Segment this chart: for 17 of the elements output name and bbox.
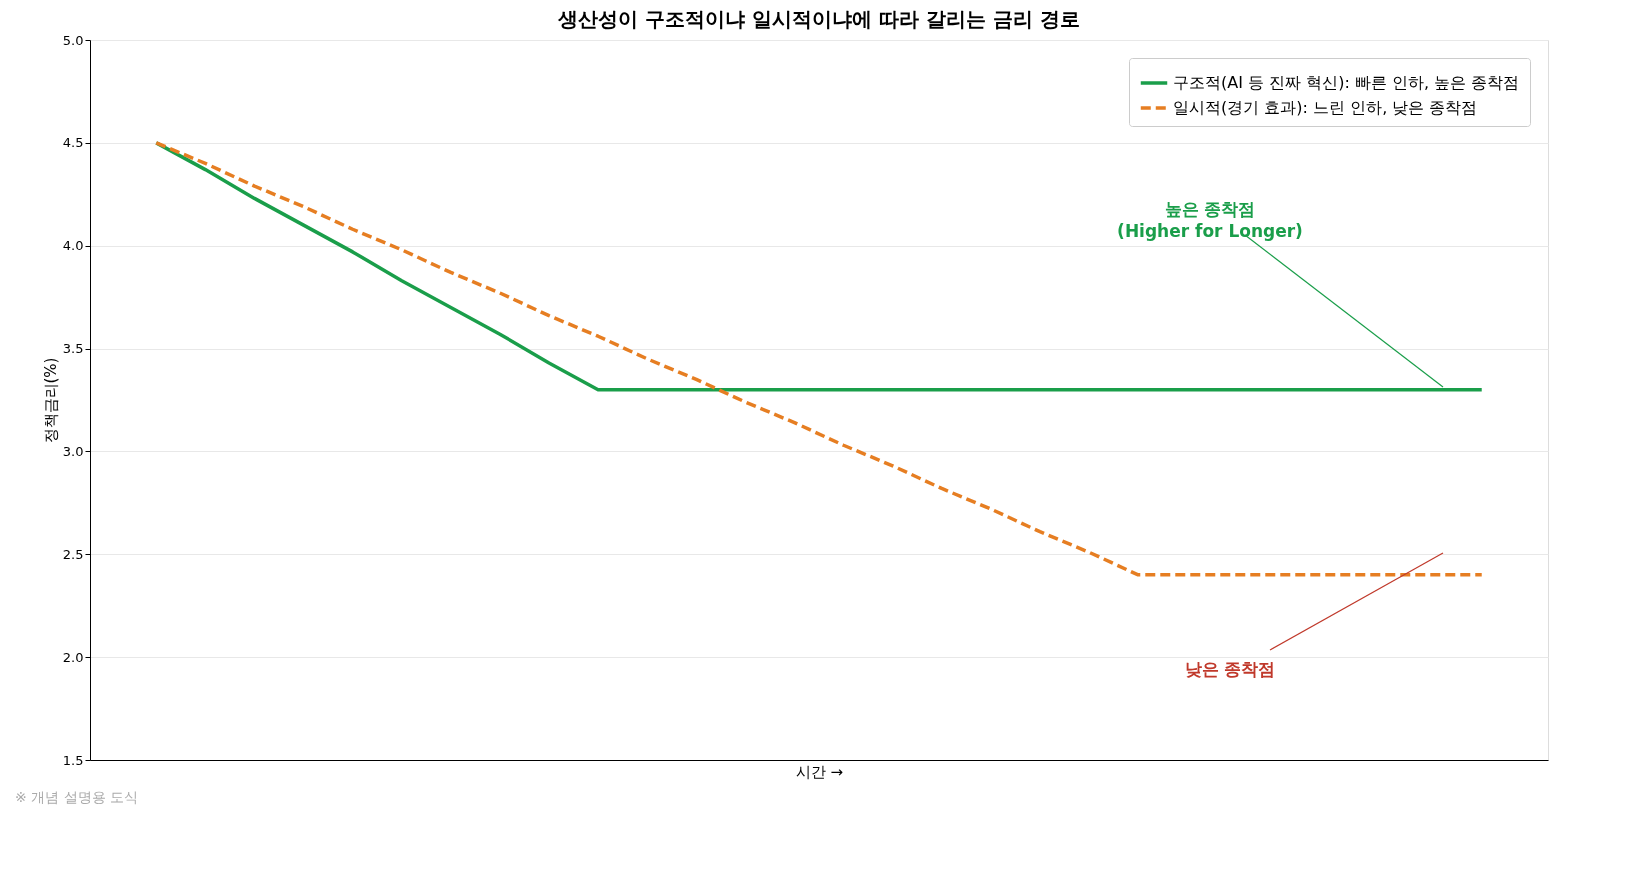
y-tick-label: 3.0 bbox=[62, 443, 84, 459]
annotation: 높은 종착점 (Higher for Longer) bbox=[1117, 199, 1303, 241]
line-series bbox=[154, 141, 1484, 577]
y-tick-label: 4.5 bbox=[62, 135, 84, 151]
y-tick-label: 2.0 bbox=[62, 649, 84, 665]
y-axis-title: 정책금리(%) bbox=[41, 357, 60, 444]
y-tick-label: 5.0 bbox=[62, 32, 84, 48]
text: ※ 개념 설명용 도식 bbox=[15, 789, 139, 805]
y-tick-label: 2.5 bbox=[62, 546, 84, 562]
legend-label: 구조적(AI 등 진짜 혁신): 빠른 인하, 높은 종착점 bbox=[1173, 73, 1520, 92]
y-tick-label: 3.5 bbox=[62, 341, 84, 357]
y-tick-label: 1.5 bbox=[62, 752, 84, 768]
legend-label: 일시적(경기 효과): 느린 인하, 낮은 종착점 bbox=[1173, 98, 1478, 117]
annotation: 낮은 종착점 bbox=[1184, 659, 1276, 679]
x-axis-title: 시간 → bbox=[795, 762, 844, 781]
y-tick-label: 4.0 bbox=[62, 238, 84, 254]
chart-title: 생산성이 구조적이냐 일시적이냐에 따라 갈리는 금리 경로 bbox=[557, 7, 1080, 31]
